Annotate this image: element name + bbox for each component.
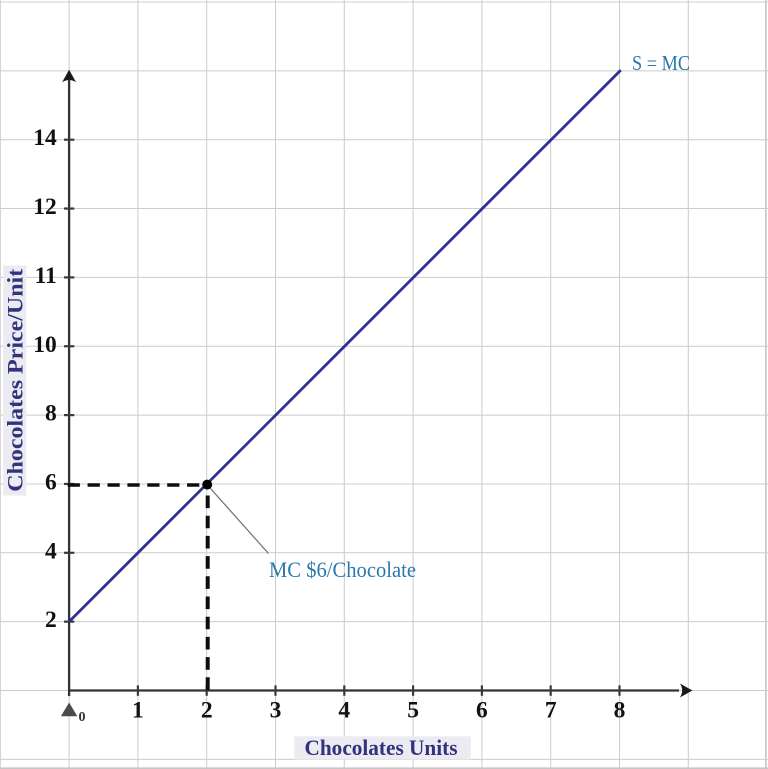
svg-text:4: 4 xyxy=(338,698,350,724)
svg-text:2: 2 xyxy=(201,698,213,724)
svg-text:8: 8 xyxy=(45,401,57,427)
svg-text:S = MC: S = MC xyxy=(632,51,690,75)
svg-text:Chocolates Units: Chocolates Units xyxy=(305,735,458,760)
svg-text:8: 8 xyxy=(614,698,626,724)
svg-text:11: 11 xyxy=(35,263,57,289)
svg-text:Chocolates Price/Unit: Chocolates Price/Unit xyxy=(2,268,27,492)
svg-text:3: 3 xyxy=(270,698,282,724)
svg-text:6: 6 xyxy=(476,698,488,724)
svg-text:10: 10 xyxy=(33,332,57,358)
svg-text:4: 4 xyxy=(45,538,57,564)
svg-text:5: 5 xyxy=(407,698,419,724)
svg-text:12: 12 xyxy=(33,194,57,220)
svg-text:7: 7 xyxy=(545,698,557,724)
svg-text:2: 2 xyxy=(45,607,57,633)
svg-text:MC $6/Chocolate: MC $6/Chocolate xyxy=(269,557,416,582)
svg-text:6: 6 xyxy=(45,469,57,495)
svg-text:0: 0 xyxy=(79,710,86,725)
svg-text:14: 14 xyxy=(33,125,57,151)
svg-text:1: 1 xyxy=(132,698,144,724)
